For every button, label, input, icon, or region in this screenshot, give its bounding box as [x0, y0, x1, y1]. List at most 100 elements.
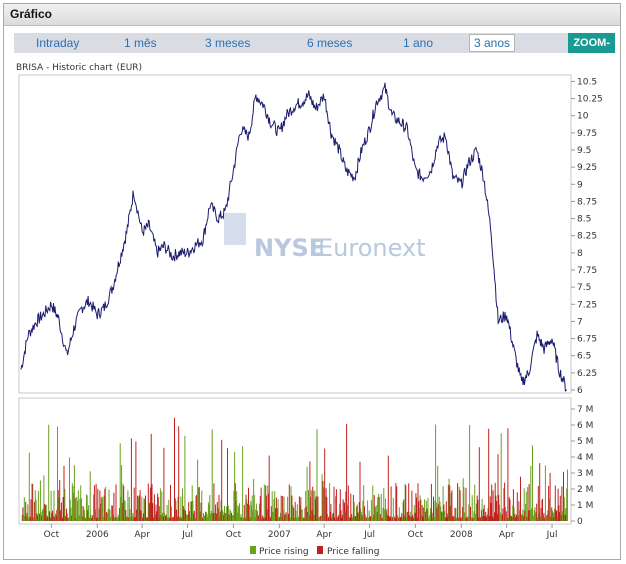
volume-bar — [409, 511, 411, 521]
volume-bar — [475, 513, 477, 521]
volume-bar — [462, 507, 463, 521]
price-ytick-label: 9 — [577, 180, 583, 190]
legend-falling-label: Price falling — [327, 547, 379, 557]
volume-bar — [217, 508, 219, 521]
volume-bar — [82, 505, 84, 521]
volume-bar — [408, 483, 410, 521]
volume-bar — [322, 481, 324, 521]
period-tab-intraday[interactable]: Intraday — [36, 36, 80, 50]
volume-bar — [141, 496, 143, 521]
volume-bar — [71, 515, 73, 521]
zoom-button[interactable]: ZOOM- — [568, 33, 615, 53]
volume-bar — [70, 507, 72, 521]
volume-bar — [213, 483, 215, 521]
volume-bar — [447, 484, 449, 521]
volume-bar — [379, 514, 381, 521]
volume-bar — [85, 517, 87, 521]
volume-bar — [174, 498, 176, 521]
volume-bar — [250, 501, 252, 521]
volume-bar — [221, 439, 223, 521]
volume-bar — [87, 510, 89, 521]
volume-bar — [142, 513, 144, 521]
period-selector: Intraday 1 mês 3 meses 6 meses 1 ano 3 a… — [14, 33, 615, 53]
volume-bar — [298, 496, 300, 521]
period-tab-1-month[interactable]: 1 mês — [124, 36, 157, 50]
volume-bar — [347, 504, 348, 521]
volume-bar — [561, 486, 563, 521]
x-tick-label: 2007 — [268, 530, 291, 540]
volume-bar — [359, 461, 361, 521]
volume-ytick-label: 1 M — [577, 501, 593, 511]
volume-bar — [458, 486, 460, 521]
volume-bar — [321, 474, 323, 521]
volume-bar — [313, 514, 315, 521]
volume-bar — [350, 493, 352, 521]
volume-bar — [476, 495, 478, 521]
volume-bar — [520, 514, 522, 521]
volume-bar — [280, 512, 281, 521]
volume-bar — [510, 516, 512, 521]
volume-bar — [486, 514, 488, 521]
volume-bar — [292, 504, 294, 521]
volume-bar — [180, 496, 182, 521]
volume-bar — [226, 506, 228, 521]
volume-bar — [52, 516, 54, 521]
volume-bar — [189, 517, 191, 521]
period-tab-1-year[interactable]: 1 ano — [403, 36, 434, 50]
volume-bar — [445, 501, 447, 521]
volume-ytick-label: 5 M — [577, 437, 593, 447]
volume-bar — [376, 512, 378, 521]
volume-bar — [121, 465, 123, 521]
volume-bar — [341, 517, 343, 521]
volume-bar — [282, 510, 284, 521]
volume-bar — [435, 424, 437, 521]
volume-bar — [140, 510, 142, 521]
volume-bar — [142, 517, 144, 521]
volume-bar — [156, 511, 158, 521]
volume-bar — [243, 504, 245, 521]
legend-falling-swatch — [317, 546, 323, 554]
price-ytick-label: 6.25 — [577, 369, 597, 379]
volume-bar — [107, 509, 109, 521]
volume-bar — [263, 517, 264, 521]
volume-bar — [497, 454, 499, 521]
volume-bar — [414, 512, 416, 521]
volume-ytick-label: 2 M — [577, 485, 593, 495]
volume-bar — [393, 516, 395, 521]
period-tab-3-years[interactable]: 3 anos — [469, 34, 516, 52]
volume-bar — [460, 517, 462, 521]
volume-bar — [511, 517, 513, 521]
volume-bar — [352, 495, 354, 521]
volume-bar — [177, 497, 179, 521]
volume-bar — [102, 496, 104, 521]
volume-bar — [45, 505, 46, 521]
volume-bar — [283, 496, 285, 521]
volume-bar — [364, 506, 365, 521]
volume-bar — [260, 487, 262, 521]
volume-bar — [39, 513, 41, 521]
volume-bar — [215, 504, 217, 521]
volume-bar — [454, 507, 456, 521]
price-ytick-label: 7 — [577, 317, 583, 327]
volume-bar — [358, 514, 360, 521]
volume-bar — [528, 484, 530, 521]
period-tab-3-months[interactable]: 3 meses — [205, 36, 251, 50]
volume-bar — [513, 507, 515, 521]
volume-bar — [138, 495, 140, 521]
volume-bar — [542, 498, 543, 521]
volume-bar — [529, 510, 531, 521]
volume-bar — [436, 507, 438, 521]
period-tab-6-months[interactable]: 6 meses — [307, 36, 353, 50]
volume-bar — [504, 482, 506, 521]
volume-bar — [47, 517, 49, 521]
volume-bar — [499, 512, 501, 521]
volume-bar — [227, 505, 229, 521]
volume-bar — [54, 513, 56, 521]
volume-bar — [72, 485, 74, 521]
volume-bar — [563, 471, 564, 521]
volume-bar — [133, 516, 134, 521]
volume-bar — [328, 516, 330, 521]
volume-bar — [149, 487, 151, 521]
volume-bar — [159, 506, 161, 521]
volume-bar — [515, 517, 517, 521]
